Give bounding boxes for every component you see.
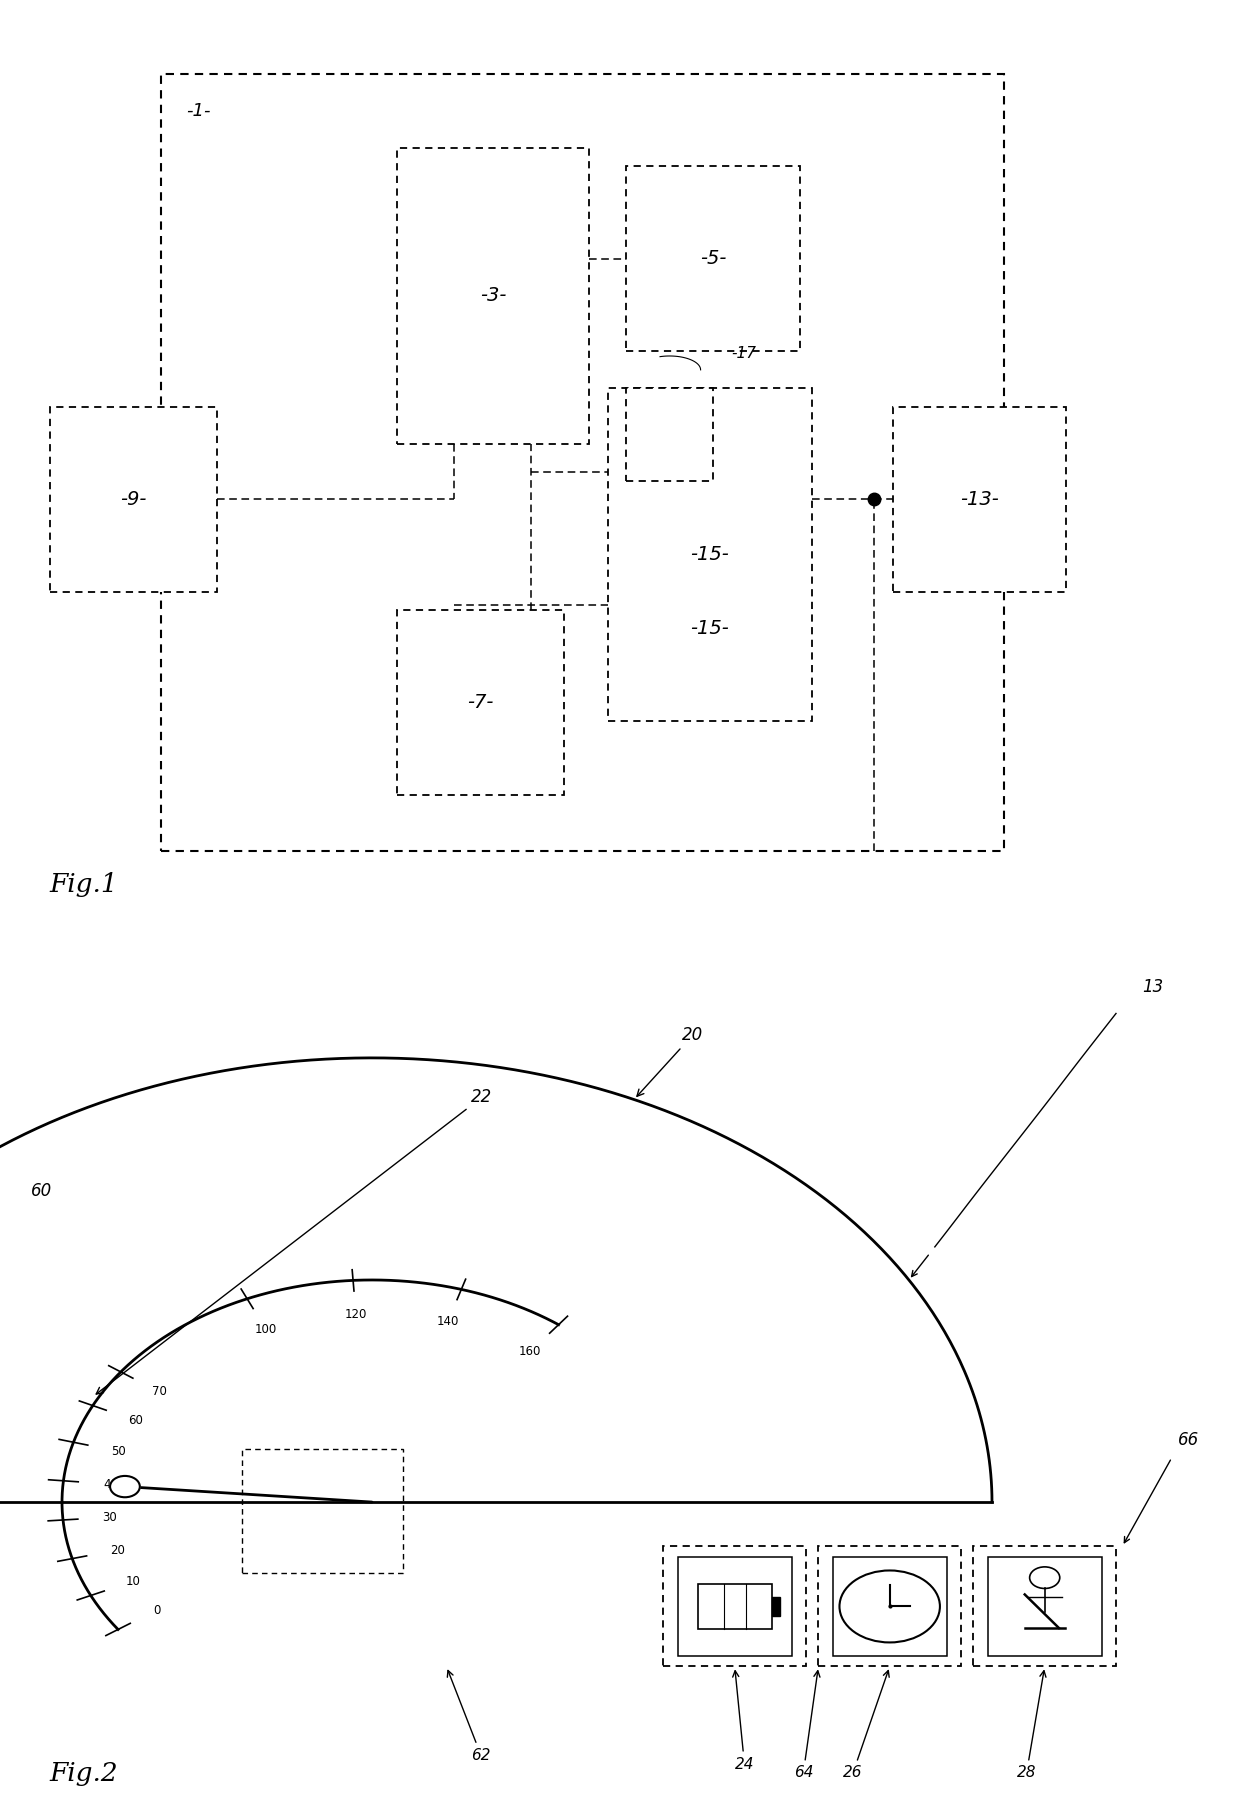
Text: 160: 160 bbox=[520, 1345, 542, 1358]
Text: -1-: -1- bbox=[186, 102, 211, 120]
Bar bbox=[161, 74, 1004, 850]
Text: 62: 62 bbox=[448, 1670, 491, 1762]
Bar bbox=[677, 1557, 791, 1657]
Text: 70: 70 bbox=[151, 1385, 166, 1398]
Text: Fig.2: Fig.2 bbox=[50, 1762, 118, 1786]
Text: 26: 26 bbox=[843, 1670, 889, 1780]
Bar bbox=[626, 388, 713, 480]
Text: 66: 66 bbox=[1178, 1430, 1199, 1449]
Circle shape bbox=[110, 1476, 140, 1498]
Text: -5-: -5- bbox=[699, 250, 727, 268]
Text: 30: 30 bbox=[103, 1510, 118, 1523]
Bar bbox=[397, 611, 564, 796]
Bar bbox=[608, 388, 812, 722]
Bar bbox=[50, 406, 217, 591]
Bar bbox=[397, 149, 589, 444]
Bar bbox=[771, 1597, 780, 1615]
Bar bbox=[893, 406, 1066, 591]
Text: 13: 13 bbox=[1142, 977, 1164, 995]
Bar bbox=[698, 1585, 771, 1630]
Bar bbox=[973, 1546, 1116, 1666]
Bar bbox=[242, 1449, 403, 1574]
Text: -3-: -3- bbox=[480, 286, 506, 305]
Text: 20: 20 bbox=[637, 1026, 703, 1097]
Text: 140: 140 bbox=[436, 1314, 459, 1329]
Text: 20: 20 bbox=[110, 1543, 125, 1557]
Text: -9-: -9- bbox=[120, 490, 146, 509]
Text: 24: 24 bbox=[733, 1672, 754, 1771]
Text: 60: 60 bbox=[31, 1182, 52, 1200]
Text: 22: 22 bbox=[97, 1088, 492, 1394]
Bar bbox=[818, 1546, 961, 1666]
Bar bbox=[663, 1546, 806, 1666]
Text: -13-: -13- bbox=[960, 490, 999, 509]
Text: 0: 0 bbox=[153, 1603, 160, 1617]
Text: -7-: -7- bbox=[467, 693, 494, 713]
Text: 120: 120 bbox=[345, 1307, 367, 1320]
Text: 50: 50 bbox=[112, 1445, 126, 1458]
Bar bbox=[626, 167, 800, 352]
Bar bbox=[987, 1557, 1101, 1657]
Text: -17: -17 bbox=[732, 346, 756, 361]
Text: 10: 10 bbox=[126, 1575, 141, 1588]
Text: 40: 40 bbox=[103, 1478, 118, 1490]
Text: -15-: -15- bbox=[691, 618, 729, 638]
Text: 64: 64 bbox=[794, 1672, 820, 1780]
Text: Fig.1: Fig.1 bbox=[50, 872, 118, 897]
Text: 100: 100 bbox=[255, 1323, 278, 1336]
Text: 60: 60 bbox=[128, 1414, 143, 1427]
Bar bbox=[833, 1557, 947, 1657]
Text: -15-: -15- bbox=[691, 546, 729, 564]
Text: 28: 28 bbox=[1017, 1672, 1047, 1780]
